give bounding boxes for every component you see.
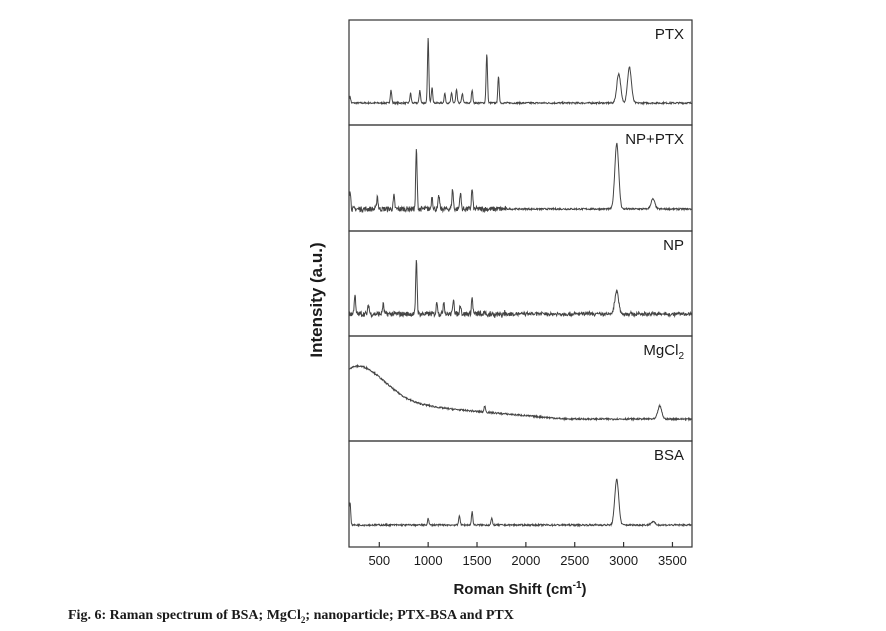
- panel-label: NP+PTX: [625, 131, 684, 148]
- caption-prefix: Fig. 6: Raman spectrum of BSA; MgCl: [68, 608, 301, 623]
- panel-frame: [348, 335, 693, 442]
- panel-2: NP: [348, 230, 693, 337]
- panel-4: BSA: [348, 440, 693, 548]
- x-tick-label: 2500: [560, 553, 589, 568]
- spectrum-line: [349, 37, 692, 106]
- panel-1: NP+PTX: [348, 124, 693, 232]
- panel-frame: [348, 19, 693, 126]
- figure-caption: Fig. 6: Raman spectrum of BSA; MgCl2; na…: [68, 608, 514, 625]
- x-tick-label: 1500: [463, 553, 492, 568]
- x-tick-label: 3000: [609, 553, 638, 568]
- spectrum-line: [349, 259, 692, 319]
- panel-label: MgCl2: [643, 342, 684, 362]
- x-tick-label: 500: [368, 553, 390, 568]
- panel-3: MgCl2: [348, 335, 693, 442]
- panels-group: PTX NP+PTX NP MgCl2 BSA: [348, 19, 693, 548]
- x-tick-label: 2000: [511, 553, 540, 568]
- panel-0: PTX: [348, 19, 693, 126]
- x-tick-label: 1000: [414, 553, 443, 568]
- y-axis-label: Intensity (a.u.): [307, 242, 326, 357]
- panel-frame: [348, 440, 693, 548]
- caption-subscript: 2: [300, 614, 306, 625]
- x-axis: 500 1000 1500 2000 2500 3000 3500: [368, 542, 687, 568]
- spectrum-line: [349, 363, 692, 422]
- x-axis-label: Roman Shift (cm-1): [453, 580, 586, 598]
- caption-suffix: ; nanoparticle; PTX-BSA and PTX: [305, 608, 514, 623]
- panel-label: BSA: [654, 447, 684, 464]
- spectrum-line: [349, 142, 692, 214]
- x-tick-label: 3500: [658, 553, 687, 568]
- panel-frame: [348, 230, 693, 337]
- spectrum-line: [349, 478, 692, 528]
- panel-label: NP: [663, 237, 684, 254]
- panel-label: PTX: [655, 26, 684, 43]
